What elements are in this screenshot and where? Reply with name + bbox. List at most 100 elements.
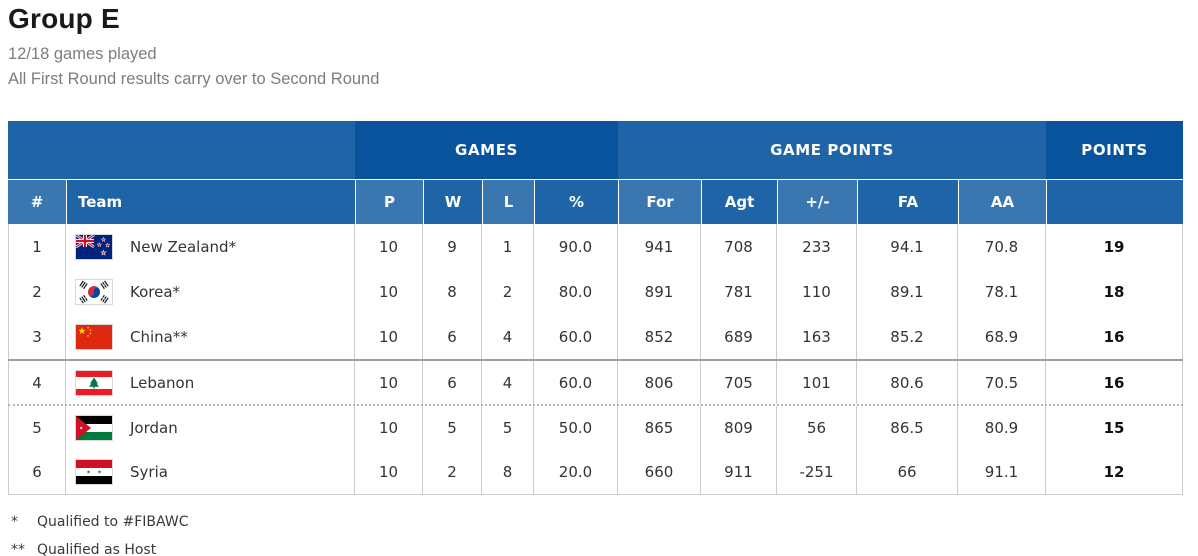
played-cell: 10 xyxy=(355,449,423,494)
played-cell: 10 xyxy=(355,361,423,404)
flag-china-icon xyxy=(75,323,113,350)
team-cell: Jordan xyxy=(66,406,355,449)
points-cell: 16 xyxy=(1046,361,1183,404)
footnote-qualified-fibawc: * Qualified to #FIBAWC xyxy=(8,508,1190,536)
standings-row: 6 Syria 10 2 8 20 xyxy=(8,449,1183,494)
losses-cell: 1 xyxy=(482,224,534,269)
plusminus-cell: 110 xyxy=(777,269,857,314)
percent-cell: 60.0 xyxy=(534,361,618,404)
percent-cell: 90.0 xyxy=(534,224,618,269)
standings-row: 4 Leban xyxy=(8,359,1183,404)
for-cell: 941 xyxy=(618,224,701,269)
column-header-for: For xyxy=(618,179,701,224)
team-name: Lebanon xyxy=(130,373,195,392)
rank-cell: 3 xyxy=(8,314,66,359)
group-header-game-points: GAME POINTS xyxy=(618,121,1046,179)
page-title: Group E xyxy=(8,3,120,34)
aa-cell: 78.1 xyxy=(958,269,1046,314)
aa-cell: 70.8 xyxy=(958,224,1046,269)
aa-cell: 80.9 xyxy=(958,406,1046,449)
aa-cell: 70.5 xyxy=(958,361,1046,404)
wins-cell: 5 xyxy=(423,406,482,449)
against-cell: 689 xyxy=(701,314,777,359)
footnote-symbol: * xyxy=(11,514,18,530)
wins-cell: 6 xyxy=(423,361,482,404)
team-cell: New Zealand* xyxy=(66,224,355,269)
percent-cell: 20.0 xyxy=(534,449,618,494)
fa-cell: 85.2 xyxy=(857,314,958,359)
footnote-text: Qualified to #FIBAWC xyxy=(37,514,189,530)
footnote-qualified-host: ** Qualified as Host xyxy=(8,536,1190,556)
aa-cell: 91.1 xyxy=(958,449,1046,494)
against-cell: 911 xyxy=(701,449,777,494)
column-header-rank: # xyxy=(8,179,66,224)
plusminus-cell: 101 xyxy=(777,361,857,404)
for-cell: 660 xyxy=(618,449,701,494)
rank-cell: 4 xyxy=(8,361,66,404)
fa-cell: 66 xyxy=(857,449,958,494)
rank-cell: 6 xyxy=(8,449,66,494)
standings-row: 2 xyxy=(8,269,1183,314)
column-header-plusminus: +/- xyxy=(777,179,857,224)
team-name: Syria xyxy=(130,462,168,481)
losses-cell: 5 xyxy=(482,406,534,449)
points-cell: 18 xyxy=(1046,269,1183,314)
team-name: China** xyxy=(130,327,188,346)
rank-cell: 1 xyxy=(8,224,66,269)
percent-cell: 60.0 xyxy=(534,314,618,359)
standings-table: GAMES GAME POINTS POINTS # Team P W L % … xyxy=(8,121,1183,495)
flag-korea-icon xyxy=(75,278,113,305)
points-cell: 19 xyxy=(1046,224,1183,269)
fa-cell: 94.1 xyxy=(857,224,958,269)
column-header-wins: W xyxy=(423,179,482,224)
rank-cell: 5 xyxy=(8,406,66,449)
against-cell: 708 xyxy=(701,224,777,269)
losses-cell: 8 xyxy=(482,449,534,494)
points-cell: 16 xyxy=(1046,314,1183,359)
team-name: Korea* xyxy=(130,282,181,301)
wins-cell: 2 xyxy=(423,449,482,494)
flag-lebanon-icon xyxy=(75,369,113,396)
points-cell: 15 xyxy=(1046,406,1183,449)
flag-new-zealand-icon xyxy=(75,233,113,260)
percent-cell: 50.0 xyxy=(534,406,618,449)
for-cell: 865 xyxy=(618,406,701,449)
wins-cell: 9 xyxy=(423,224,482,269)
losses-cell: 4 xyxy=(482,361,534,404)
footnote-text: Qualified as Host xyxy=(37,542,157,556)
team-name: New Zealand* xyxy=(130,237,237,256)
column-header-against: Agt xyxy=(701,179,777,224)
standings-row: 1 xyxy=(8,224,1183,269)
column-header-fa: FA xyxy=(857,179,958,224)
plusminus-cell: 233 xyxy=(777,224,857,269)
wins-cell: 6 xyxy=(423,314,482,359)
for-cell: 852 xyxy=(618,314,701,359)
column-header-points-blank xyxy=(1046,179,1183,224)
fa-cell: 89.1 xyxy=(857,269,958,314)
team-cell: Lebanon xyxy=(66,361,355,404)
played-cell: 10 xyxy=(355,269,423,314)
footnotes: * Qualified to #FIBAWC ** Qualified as H… xyxy=(8,508,1190,556)
for-cell: 891 xyxy=(618,269,701,314)
fa-cell: 86.5 xyxy=(857,406,958,449)
column-header-losses: L xyxy=(482,179,534,224)
wins-cell: 8 xyxy=(423,269,482,314)
plusminus-cell: 56 xyxy=(777,406,857,449)
losses-cell: 2 xyxy=(482,269,534,314)
games-played-status: 12/18 games played xyxy=(8,45,157,63)
team-cell: Syria xyxy=(66,449,355,494)
flag-jordan-icon xyxy=(75,414,113,441)
page-header: Group E 12/18 games played All First Rou… xyxy=(8,3,1190,92)
against-cell: 781 xyxy=(701,269,777,314)
column-header-aa: AA xyxy=(958,179,1046,224)
carryover-note: All First Round results carry over to Se… xyxy=(8,70,380,88)
team-cell: Korea* xyxy=(66,269,355,314)
column-header-played: P xyxy=(355,179,423,224)
column-header-team: Team xyxy=(66,179,355,224)
plusminus-cell: 163 xyxy=(777,314,857,359)
flag-syria-icon xyxy=(75,458,113,485)
standings-row: 3 C xyxy=(8,314,1183,359)
group-header-team xyxy=(8,121,355,179)
fa-cell: 80.6 xyxy=(857,361,958,404)
losses-cell: 4 xyxy=(482,314,534,359)
